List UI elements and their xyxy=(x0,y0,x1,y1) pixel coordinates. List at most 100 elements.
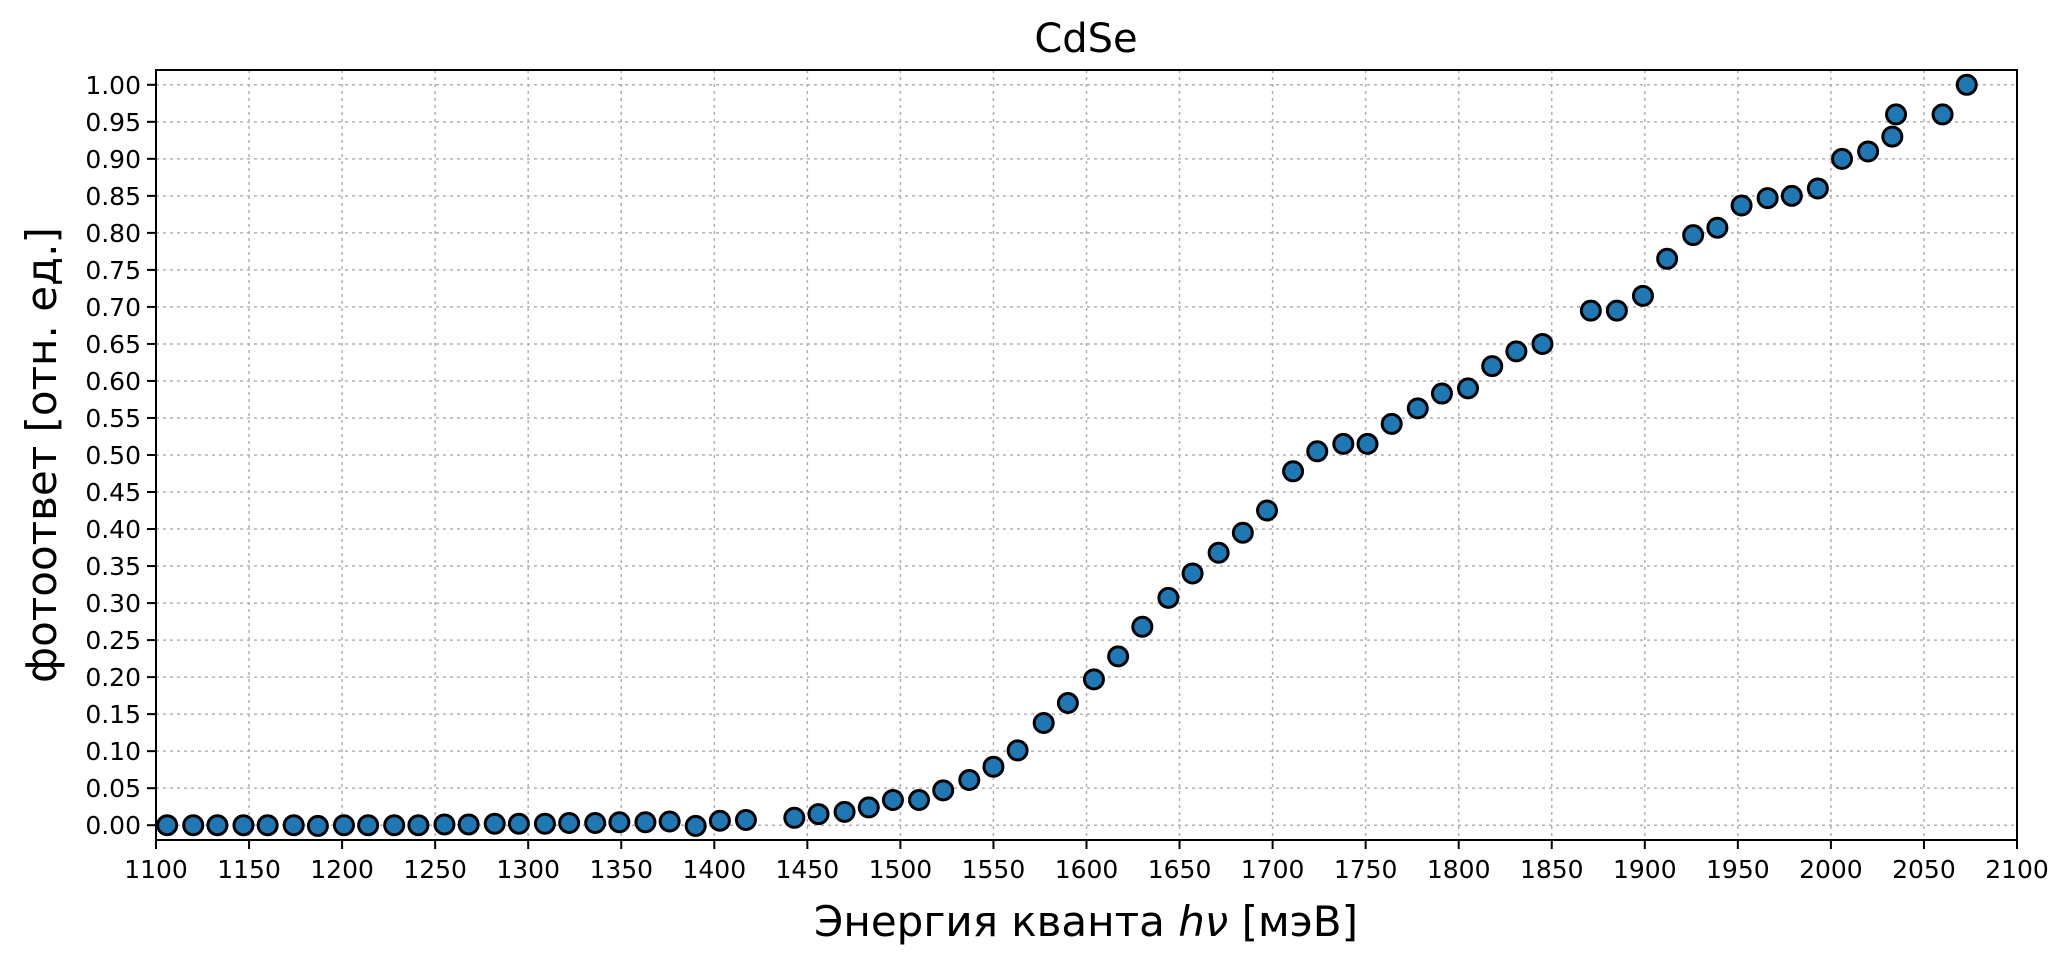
data-point xyxy=(1706,216,1729,239)
data-point xyxy=(182,814,205,837)
x-tick-label: 1850 xyxy=(1520,855,1584,884)
x-tick-label: 1700 xyxy=(1241,855,1305,884)
y-tick-label: 0.85 xyxy=(85,182,141,211)
data-point xyxy=(734,809,757,832)
data-point xyxy=(783,806,806,829)
y-tick-label: 0.90 xyxy=(85,145,141,174)
data-point xyxy=(908,789,931,812)
data-point xyxy=(807,803,830,826)
y-tick-label: 0.10 xyxy=(85,737,141,766)
x-tick-label: 1600 xyxy=(1055,855,1119,884)
data-point xyxy=(708,809,731,832)
data-point xyxy=(1531,332,1554,355)
y-tick-label: 0.75 xyxy=(85,256,141,285)
x-tick-label: 2100 xyxy=(1985,855,2049,884)
data-point xyxy=(1730,194,1753,217)
x-tick-label: 1350 xyxy=(589,855,653,884)
data-point xyxy=(608,811,631,834)
x-tick-label: 1200 xyxy=(310,855,374,884)
data-point xyxy=(156,814,179,837)
data-point xyxy=(932,779,955,802)
data-point xyxy=(357,814,380,837)
data-point xyxy=(1356,432,1379,455)
data-point xyxy=(1082,668,1105,691)
data-point xyxy=(1430,382,1453,405)
chart-title: CdSe xyxy=(1034,16,1137,62)
data-point xyxy=(1579,299,1602,322)
x-tick-label: 1550 xyxy=(962,855,1026,884)
data-point xyxy=(1831,147,1854,170)
data-point xyxy=(1885,103,1908,126)
data-point xyxy=(958,769,981,792)
data-point xyxy=(1605,299,1628,322)
y-tick-label: 0.30 xyxy=(85,589,141,618)
data-point xyxy=(1157,586,1180,609)
data-point xyxy=(857,796,880,819)
grid-lines xyxy=(155,70,2018,840)
data-point xyxy=(1631,284,1654,307)
y-tick-label: 0.95 xyxy=(85,108,141,137)
axis-ticks: 1100 1150 1200 1250 1300 1350 1400 1450 1500 1550… xyxy=(85,71,2048,884)
data-point xyxy=(1056,692,1079,715)
x-tick-label: 1450 xyxy=(776,855,840,884)
x-tick-label: 1750 xyxy=(1334,855,1398,884)
y-axis-label: фотоответ [отн. ед.] xyxy=(17,227,66,683)
x-tick-label: 1250 xyxy=(403,855,467,884)
x-tick-label: 1900 xyxy=(1613,855,1677,884)
data-point xyxy=(558,811,581,834)
data-point xyxy=(1881,125,1904,148)
data-points xyxy=(156,73,1978,837)
y-tick-label: 0.70 xyxy=(85,293,141,322)
data-point xyxy=(1457,377,1480,400)
data-point xyxy=(1231,521,1254,544)
y-tick-label: 0.65 xyxy=(85,330,141,359)
data-point xyxy=(533,812,556,835)
data-point xyxy=(1505,340,1528,363)
data-point xyxy=(282,814,305,837)
x-tick-label: 1100 xyxy=(124,855,188,884)
x-tick-label: 2050 xyxy=(1892,855,1956,884)
data-point xyxy=(457,813,480,836)
data-point xyxy=(1006,739,1029,762)
data-point xyxy=(232,814,255,837)
data-point xyxy=(1282,460,1305,483)
data-point xyxy=(1306,440,1329,463)
y-tick-label: 0.00 xyxy=(85,811,141,840)
data-point xyxy=(584,811,607,834)
x-tick-label: 1650 xyxy=(1148,855,1212,884)
data-point xyxy=(1332,432,1355,455)
y-tick-label: 0.15 xyxy=(85,700,141,729)
x-tick-label: 1500 xyxy=(869,855,933,884)
y-tick-label: 0.25 xyxy=(85,626,141,655)
data-point xyxy=(881,789,904,812)
data-point xyxy=(658,810,681,833)
data-point xyxy=(684,814,707,837)
y-tick-label: 0.50 xyxy=(85,441,141,470)
data-point xyxy=(1406,397,1429,420)
data-point xyxy=(1481,355,1504,378)
x-tick-label: 1150 xyxy=(217,855,281,884)
data-point xyxy=(1656,247,1679,270)
x-tick-label: 1400 xyxy=(682,855,746,884)
data-point xyxy=(332,814,355,837)
data-point xyxy=(1131,615,1154,638)
y-tick-label: 0.55 xyxy=(85,404,141,433)
x-axis-label: Энергия кванта hν [мэВ] xyxy=(814,897,1358,946)
data-point xyxy=(1256,499,1279,522)
x-tick-label: 2000 xyxy=(1799,855,1863,884)
y-tick-label: 0.45 xyxy=(85,478,141,507)
x-tick-label: 1300 xyxy=(496,855,560,884)
y-tick-label: 0.20 xyxy=(85,663,141,692)
x-tick-label: 1800 xyxy=(1427,855,1491,884)
data-point xyxy=(1107,645,1130,668)
data-point xyxy=(1380,412,1403,435)
data-point xyxy=(206,814,229,837)
data-point xyxy=(1682,224,1705,247)
data-point xyxy=(1955,73,1978,96)
y-tick-label: 0.40 xyxy=(85,515,141,544)
data-point xyxy=(1181,562,1204,585)
data-point xyxy=(833,800,856,823)
data-point xyxy=(433,813,456,836)
data-point xyxy=(1780,184,1803,207)
